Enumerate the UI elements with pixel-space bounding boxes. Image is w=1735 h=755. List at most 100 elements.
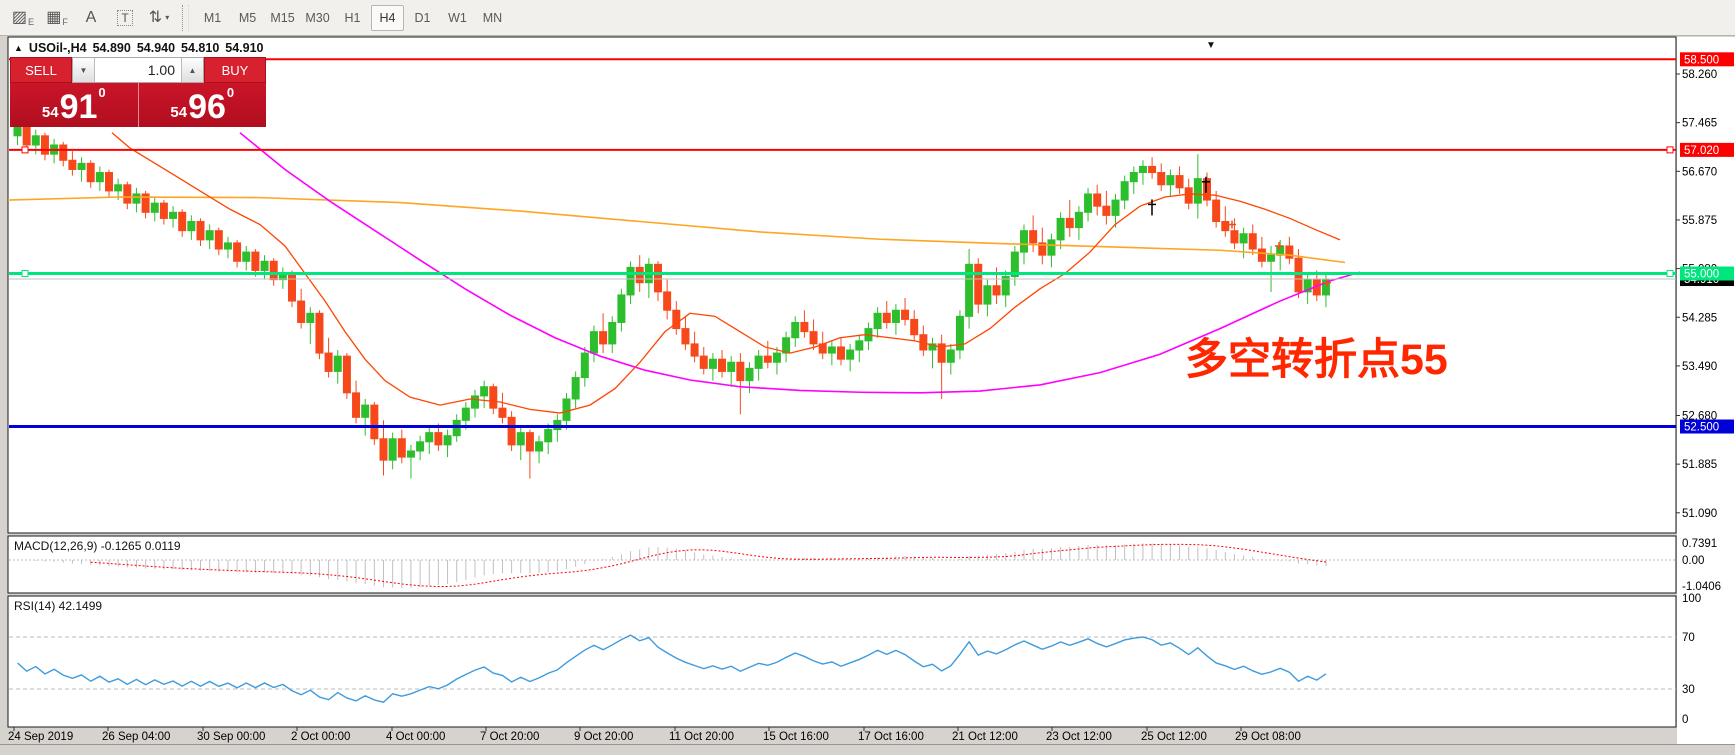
candle bbox=[324, 352, 333, 372]
candle bbox=[965, 263, 974, 317]
candle bbox=[297, 300, 306, 323]
time-axis-label: 17 Oct 16:00 bbox=[858, 731, 924, 743]
candle bbox=[535, 441, 544, 452]
timeframe-button-mn[interactable]: MN bbox=[482, 10, 503, 25]
candle bbox=[1047, 239, 1056, 256]
ma-magenta-line bbox=[239, 132, 1361, 394]
equidistant-channel-icon[interactable]: ▨ E bbox=[11, 8, 35, 27]
candle bbox=[1239, 233, 1248, 244]
candle bbox=[306, 312, 315, 323]
candle bbox=[846, 349, 855, 360]
sell-button[interactable]: SELL bbox=[10, 57, 72, 83]
candle bbox=[13, 126, 22, 137]
candle bbox=[22, 126, 31, 146]
text-icon[interactable]: A bbox=[85, 8, 97, 26]
volume-increase-button[interactable]: ▲ bbox=[181, 58, 203, 82]
candle bbox=[352, 392, 361, 418]
candle bbox=[699, 355, 708, 369]
volume-input[interactable] bbox=[95, 58, 181, 82]
candle bbox=[782, 337, 791, 354]
candle bbox=[233, 242, 242, 262]
toolbar: ▨ E ▦ F A T ⇅ ▾ M1 M5 M15 M30 H1 H4 D1 W1 MN bbox=[0, 0, 1735, 36]
candle bbox=[837, 346, 845, 360]
hline-anchor[interactable] bbox=[1666, 146, 1674, 154]
candle bbox=[571, 377, 580, 400]
candle bbox=[800, 321, 809, 333]
ohlc-low: 54.810 bbox=[181, 41, 220, 55]
candle bbox=[690, 343, 699, 357]
candle bbox=[471, 395, 479, 409]
buy-button[interactable]: BUY bbox=[204, 57, 266, 83]
candle bbox=[1230, 230, 1239, 244]
ohlc-high: 54.940 bbox=[136, 41, 176, 55]
hline-anchor[interactable] bbox=[1666, 270, 1674, 278]
main-chart-panel bbox=[7, 36, 1677, 534]
candle bbox=[891, 309, 900, 323]
candle bbox=[1138, 165, 1147, 174]
candle bbox=[159, 202, 168, 219]
ohlc-close: 54.910 bbox=[225, 41, 264, 55]
timeframe-button-m15[interactable]: M15 bbox=[270, 10, 295, 25]
hline-anchor[interactable] bbox=[21, 270, 29, 278]
candle bbox=[928, 343, 937, 351]
candle bbox=[443, 435, 452, 446]
candle bbox=[736, 361, 745, 382]
time-axis-label: 15 Oct 16:00 bbox=[763, 731, 829, 743]
timeframe-button-h4[interactable]: H4 bbox=[371, 4, 404, 31]
time-axis-label: 30 Sep 00:00 bbox=[197, 731, 265, 743]
candle bbox=[1303, 279, 1312, 293]
macd-axis-label: 0.00 bbox=[1682, 555, 1704, 567]
candle bbox=[599, 331, 608, 345]
ohlc-open: 54.890 bbox=[92, 41, 131, 55]
candle bbox=[1020, 230, 1028, 253]
candle bbox=[123, 184, 132, 204]
arrows-icon[interactable]: ⇅ ▾ bbox=[148, 8, 170, 26]
candle bbox=[196, 220, 205, 241]
candle bbox=[1193, 178, 1202, 204]
buy-price-button[interactable]: 54 96 0 bbox=[138, 83, 266, 127]
time-axis-label: 11 Oct 20:00 bbox=[669, 731, 734, 743]
hline-anchor[interactable] bbox=[21, 146, 29, 154]
candle bbox=[827, 346, 836, 354]
text-label-icon[interactable]: T bbox=[109, 4, 141, 32]
timeframe-button-d1[interactable]: D1 bbox=[414, 10, 431, 25]
ma-fast-line bbox=[111, 132, 1341, 414]
volume-decrease-button[interactable]: ▼ bbox=[73, 58, 95, 82]
hline-price-label bbox=[1680, 52, 1734, 67]
timeframe-button-h1[interactable]: H1 bbox=[344, 10, 361, 25]
candle bbox=[388, 438, 397, 461]
candle bbox=[223, 242, 232, 250]
candle bbox=[855, 340, 864, 351]
candle bbox=[617, 294, 626, 323]
candle bbox=[1212, 199, 1221, 222]
candle bbox=[1065, 217, 1074, 229]
time-axis-label: 29 Oct 08:00 bbox=[1235, 731, 1301, 743]
collapse-arrow-icon[interactable]: ▲ bbox=[14, 43, 23, 53]
sell-price-button[interactable]: 54 91 0 bbox=[10, 83, 139, 127]
sell-price-sup: 0 bbox=[98, 85, 106, 100]
time-axis-label: 2 Oct 00:00 bbox=[291, 731, 350, 743]
candle bbox=[1102, 205, 1111, 216]
candle bbox=[1010, 251, 1019, 278]
timeframe-button-m30[interactable]: M30 bbox=[305, 10, 330, 25]
candle bbox=[1084, 193, 1093, 213]
timeframe-button-w1[interactable]: W1 bbox=[448, 10, 467, 25]
timeframe-button-m1[interactable]: M1 bbox=[203, 10, 222, 25]
timeframe-button-m5[interactable]: M5 bbox=[238, 10, 257, 25]
candle bbox=[361, 404, 370, 418]
candle bbox=[214, 230, 223, 250]
candle bbox=[269, 260, 278, 281]
price-tick-label: 52.680 bbox=[1682, 410, 1717, 422]
candle bbox=[452, 419, 461, 437]
time-axis-label: 4 Oct 00:00 bbox=[386, 731, 445, 743]
rsi-axis-label: 70 bbox=[1682, 632, 1695, 644]
time-axis-label: 24 Sep 2019 bbox=[8, 731, 73, 743]
candle bbox=[205, 230, 214, 241]
candle bbox=[654, 263, 662, 293]
macd-panel bbox=[7, 535, 1677, 594]
annotation-text[interactable]: 多空转折点55 bbox=[1185, 336, 1448, 384]
buy-price-small: 54 bbox=[170, 104, 188, 121]
toolbar-separator bbox=[182, 4, 189, 31]
fibonacci-retracement-icon[interactable]: ▦ F bbox=[46, 8, 68, 27]
